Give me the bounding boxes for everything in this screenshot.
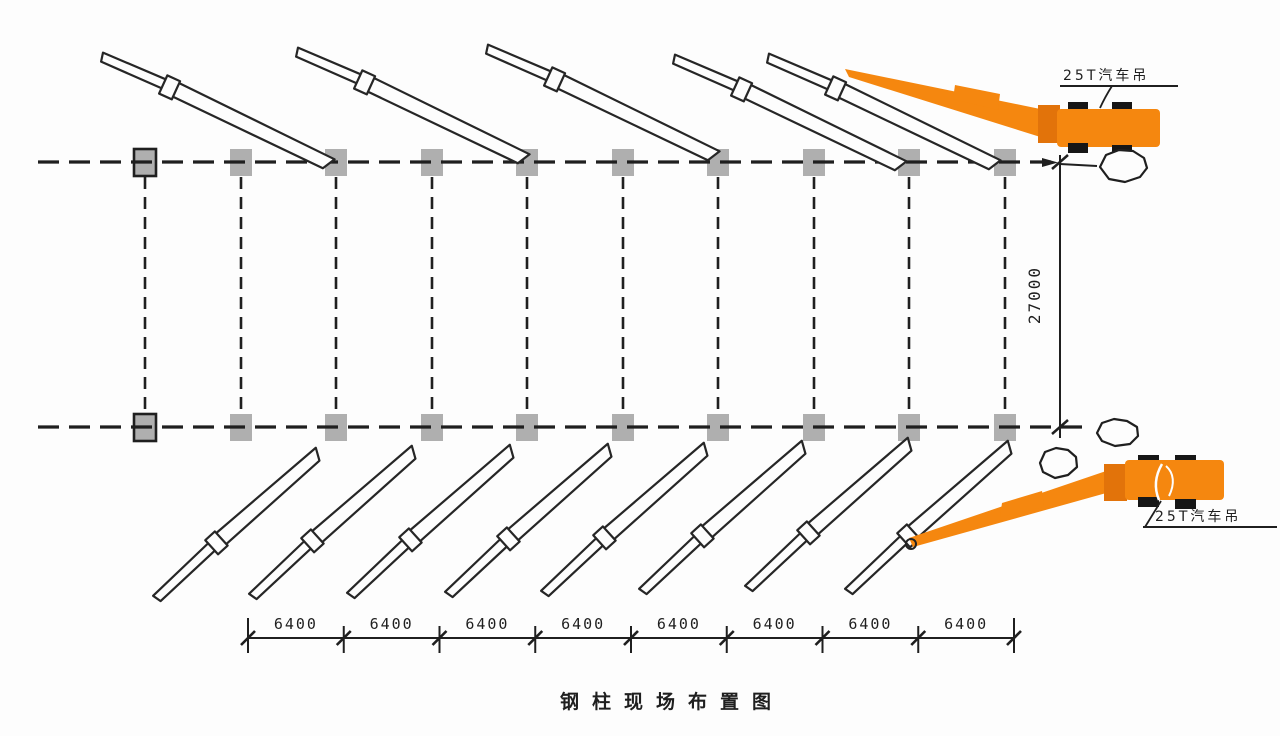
steel-column-top-3: [481, 38, 724, 165]
grid-axes-group: [38, 160, 1090, 429]
column-footings-group: [132, 147, 1016, 443]
wheel-icon: [1112, 102, 1132, 111]
leader-line: [1144, 500, 1162, 528]
crane-top-boom-joint: [953, 85, 1000, 110]
dim-tick-slash: [527, 630, 544, 646]
hook-icon: [905, 538, 917, 550]
crane-top: 25T汽车吊: [845, 67, 1178, 184]
cloud-mark-icon: [1038, 446, 1079, 480]
crane-bottom-body: [1125, 460, 1224, 500]
bay-dim-label-4: 6400: [561, 615, 605, 633]
column-footing-bottom-7: [707, 414, 729, 441]
wheel-icon: [1175, 499, 1196, 509]
dim-tick-slash: [623, 630, 639, 646]
bay-dim-label-2: 6400: [370, 615, 414, 633]
crane-bottom-label: 25T汽车吊: [1155, 508, 1241, 525]
cab-mark: [1165, 465, 1174, 497]
wheel-icon: [1068, 143, 1088, 153]
bay-dim-label-3: 6400: [465, 615, 509, 633]
bay-dim-label-1: 6400: [274, 615, 318, 633]
steel-column-bottom-3: [341, 439, 520, 604]
bay-dim-label-6: 6400: [753, 615, 797, 633]
column-footing-bottom-4: [421, 414, 443, 441]
crane-bottom: 25T汽车吊: [905, 417, 1277, 550]
dim-tick-slash: [431, 630, 448, 646]
bay-dim-label-8: 6400: [944, 615, 988, 633]
bay-dim-label-5: 6400: [657, 615, 701, 633]
bay-dim-label-7: 6400: [848, 615, 892, 633]
steel-column-top-2: [291, 41, 534, 168]
cloud-mark-icon: [1095, 417, 1140, 448]
drawing-title: 钢柱现场布置图: [560, 690, 784, 713]
dim-tick-slash: [718, 630, 735, 646]
wheel-icon: [1138, 497, 1159, 507]
cloud-mark-icon: [1098, 148, 1149, 184]
crane-top-label: 25T汽车吊: [1063, 67, 1149, 84]
dim-tick-slash: [240, 630, 256, 646]
cab-mark: [1154, 463, 1164, 501]
vertical-dim-tick-top: [1051, 154, 1069, 170]
column-footing-top-6: [612, 149, 634, 176]
wheel-icon: [1175, 455, 1196, 464]
steel-column-bottom-5: [535, 437, 714, 602]
column-footing-bottom-6: [612, 414, 634, 441]
crane-bottom-boom-joint: [1000, 491, 1044, 517]
steel-column-bottom-2: [243, 440, 422, 605]
vertical-dim-stub: [1059, 163, 1098, 167]
dim-tick-slash: [1006, 630, 1022, 646]
vertical-dim-label: 27000: [1025, 266, 1044, 324]
steel-column-bottom-4: [439, 438, 618, 603]
steel-column-bottom-7: [739, 432, 918, 597]
crane-bottom-turret: [1104, 464, 1127, 501]
dim-tick-slash: [335, 630, 352, 646]
vertical-dimension: 27000: [1025, 154, 1098, 438]
column-footing-top-4: [421, 149, 443, 176]
dim-tick-slash: [910, 630, 927, 646]
dim-tick-slash: [814, 630, 831, 646]
vertical-dim-tick-bottom: [1051, 419, 1069, 435]
steel-column-bottom-6: [633, 435, 812, 600]
crane-top-body: [1057, 109, 1160, 147]
arrowhead-icon: [1042, 158, 1058, 167]
leader-line: [1099, 85, 1113, 109]
bay-dimensions-group: 6400 6400 6400 6400 6400 6400 6400 6400: [240, 615, 1022, 653]
column-footing-bottom-5: [516, 414, 538, 441]
steel-column-bottom-1: [147, 442, 326, 607]
wheel-icon: [1138, 455, 1159, 464]
crane-top-boom: [845, 69, 1050, 140]
wheel-icon: [1068, 102, 1088, 111]
ground-columns-group: [96, 38, 1018, 607]
crane-top-turret: [1038, 105, 1060, 143]
